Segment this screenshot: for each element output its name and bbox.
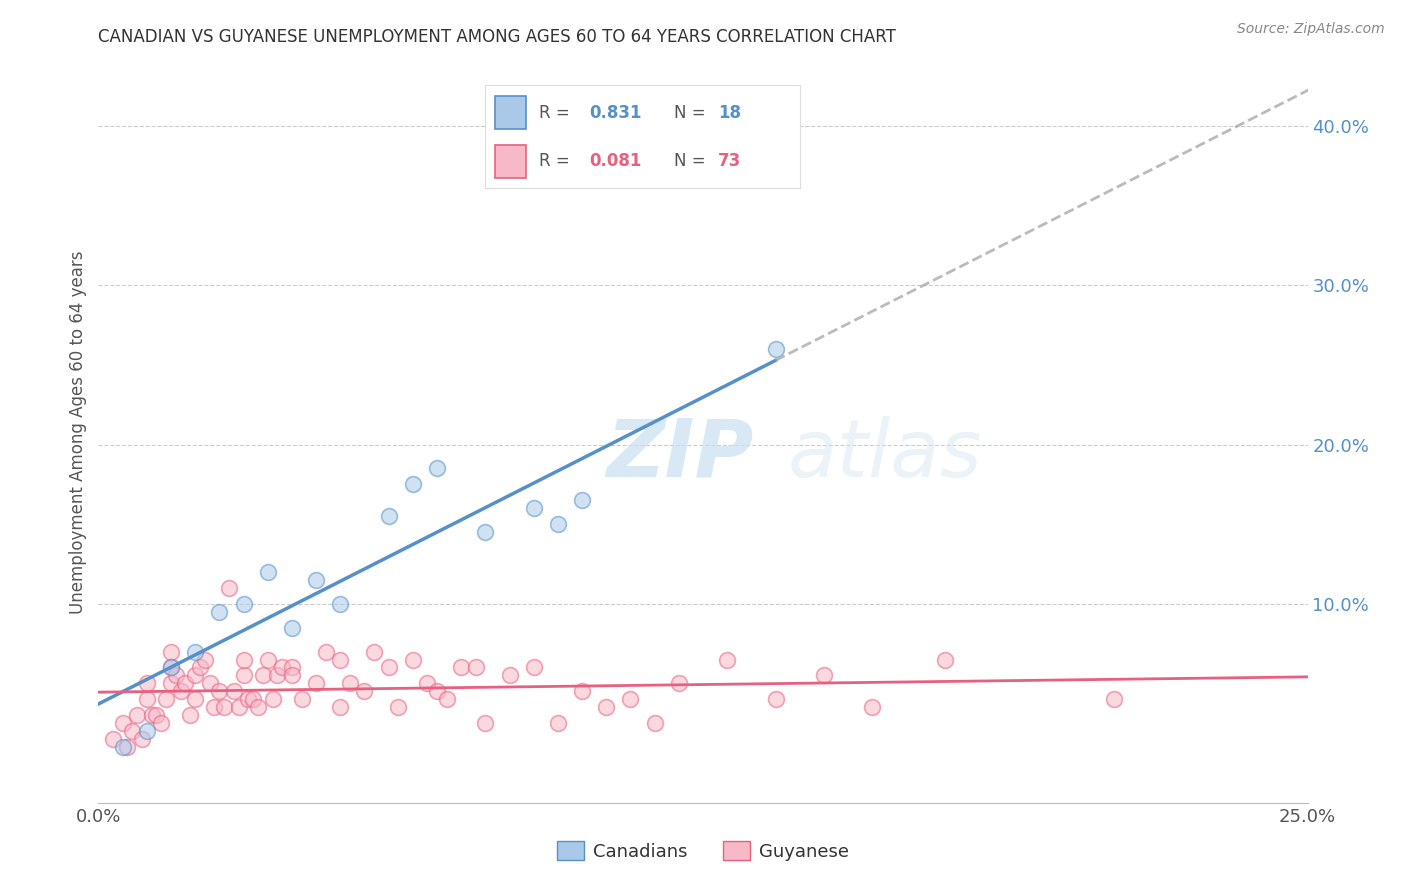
Point [228, 700, 250, 714]
Point [232, 652, 254, 666]
Point [571, 684, 593, 698]
Point [595, 700, 617, 714]
Point [222, 684, 245, 698]
Point [305, 573, 328, 587]
Point [339, 676, 361, 690]
Point [290, 692, 312, 706]
Point [426, 461, 449, 475]
Point [377, 509, 399, 524]
Point [160, 676, 183, 690]
Text: atlas: atlas [787, 416, 983, 494]
Point [329, 700, 352, 714]
Point [353, 684, 375, 698]
Point [208, 605, 231, 619]
Point [498, 668, 520, 682]
Point [135, 676, 157, 690]
Point [121, 724, 143, 739]
Point [547, 716, 569, 731]
Point [329, 652, 352, 666]
Point [416, 676, 439, 690]
Point [668, 676, 690, 690]
Point [256, 565, 278, 579]
Point [204, 700, 226, 714]
Point [281, 660, 304, 674]
Point [934, 652, 956, 666]
Point [860, 700, 883, 714]
Point [194, 652, 217, 666]
Point [474, 525, 496, 540]
Point [232, 597, 254, 611]
Point [242, 692, 264, 706]
Y-axis label: Unemployment Among Ages 60 to 64 years: Unemployment Among Ages 60 to 64 years [69, 251, 87, 615]
Point [150, 716, 173, 731]
Point [256, 652, 278, 666]
Point [184, 644, 207, 658]
Point [160, 660, 183, 674]
Point [252, 668, 274, 682]
Point [281, 621, 304, 635]
Point [212, 700, 235, 714]
Point [218, 581, 240, 595]
Point [184, 692, 207, 706]
Point [464, 660, 486, 674]
Text: CANADIAN VS GUYANESE UNEMPLOYMENT AMONG AGES 60 TO 64 YEARS CORRELATION CHART: CANADIAN VS GUYANESE UNEMPLOYMENT AMONG … [98, 28, 896, 45]
Point [232, 668, 254, 682]
Point [238, 692, 260, 706]
Point [179, 708, 201, 723]
Point [184, 668, 207, 682]
Point [377, 660, 399, 674]
Point [305, 676, 328, 690]
Point [117, 740, 139, 755]
Point [247, 700, 270, 714]
Point [436, 692, 458, 706]
Point [111, 716, 134, 731]
Point [141, 708, 163, 723]
Text: Source: ZipAtlas.com: Source: ZipAtlas.com [1237, 22, 1385, 37]
Point [208, 684, 231, 698]
Point [101, 732, 124, 747]
Point [145, 708, 167, 723]
Point [619, 692, 641, 706]
Point [262, 692, 284, 706]
Point [174, 676, 197, 690]
Point [1102, 692, 1125, 706]
Point [160, 660, 183, 674]
Point [813, 668, 835, 682]
Point [155, 692, 177, 706]
Point [387, 700, 409, 714]
Point [160, 644, 183, 658]
Point [402, 652, 425, 666]
Point [329, 597, 352, 611]
Point [523, 501, 546, 516]
Point [271, 660, 294, 674]
Point [402, 477, 425, 491]
Legend: Canadians, Guyanese: Canadians, Guyanese [550, 834, 856, 868]
Point [315, 644, 337, 658]
Point [135, 724, 157, 739]
Point [165, 668, 187, 682]
Point [363, 644, 385, 658]
Point [426, 684, 449, 698]
Point [644, 716, 666, 731]
Point [450, 660, 472, 674]
Point [266, 668, 288, 682]
Text: ZIP: ZIP [606, 416, 754, 494]
Point [169, 684, 191, 698]
Point [474, 716, 496, 731]
Point [111, 740, 134, 755]
Point [547, 517, 569, 532]
Point [188, 660, 211, 674]
Point [523, 660, 546, 674]
Point [765, 342, 787, 356]
Point [135, 692, 157, 706]
Point [765, 692, 787, 706]
Point [131, 732, 153, 747]
Point [127, 708, 149, 723]
Point [571, 493, 593, 508]
Point [198, 676, 221, 690]
Point [281, 668, 304, 682]
Point [716, 652, 738, 666]
